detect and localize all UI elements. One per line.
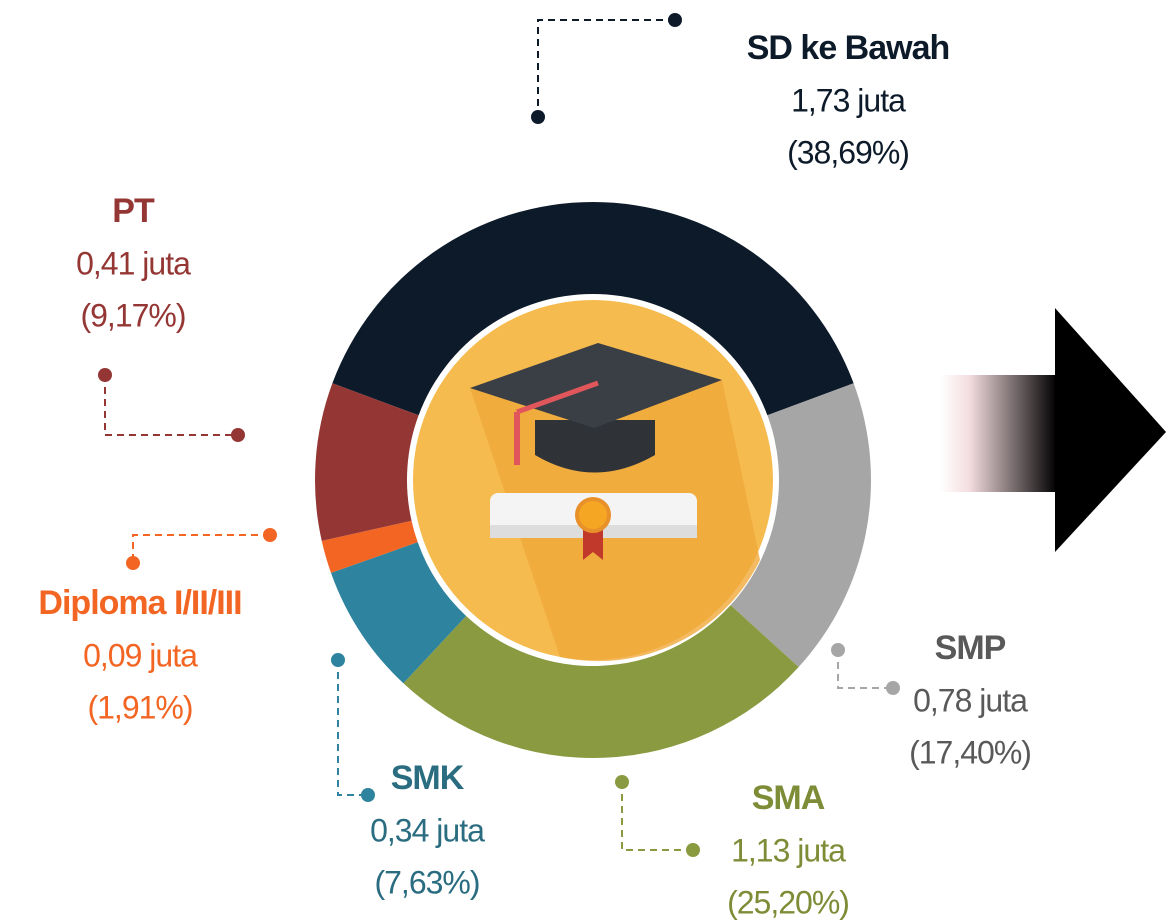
wedge — [315, 383, 419, 541]
value-label: (38,69%) — [787, 134, 909, 170]
value-label: (25,20%) — [727, 884, 849, 920]
category-label: PT — [112, 192, 155, 230]
value-label: (17,40%) — [909, 734, 1031, 770]
amount-label: 0,41 juta — [76, 245, 191, 281]
category-label: SMK — [391, 759, 465, 797]
wedge — [332, 201, 854, 416]
value-label: (1,91%) — [87, 689, 192, 725]
category-label: SMA — [752, 779, 825, 817]
wedge — [330, 542, 467, 684]
arrow — [940, 308, 1166, 552]
wedge — [403, 605, 799, 759]
center-icon — [413, 300, 773, 662]
donut — [315, 201, 871, 759]
amount-label: 1,73 juta — [791, 82, 906, 118]
wedge — [730, 383, 871, 668]
category-label: SMP — [935, 629, 1006, 667]
amount-label: 0,09 juta — [83, 637, 198, 673]
amount-label: 0,78 juta — [913, 682, 1028, 718]
category-label: SD ke Bawah — [747, 29, 950, 67]
value-label: (9,17%) — [80, 297, 185, 333]
connectors — [98, 13, 900, 857]
amount-label: 0,34 juta — [370, 812, 485, 848]
amount-label: 1,13 juta — [731, 832, 846, 868]
value-label: (7,63%) — [374, 864, 479, 900]
category-label: Diploma I/II/III — [38, 584, 241, 622]
wedge — [321, 520, 418, 573]
